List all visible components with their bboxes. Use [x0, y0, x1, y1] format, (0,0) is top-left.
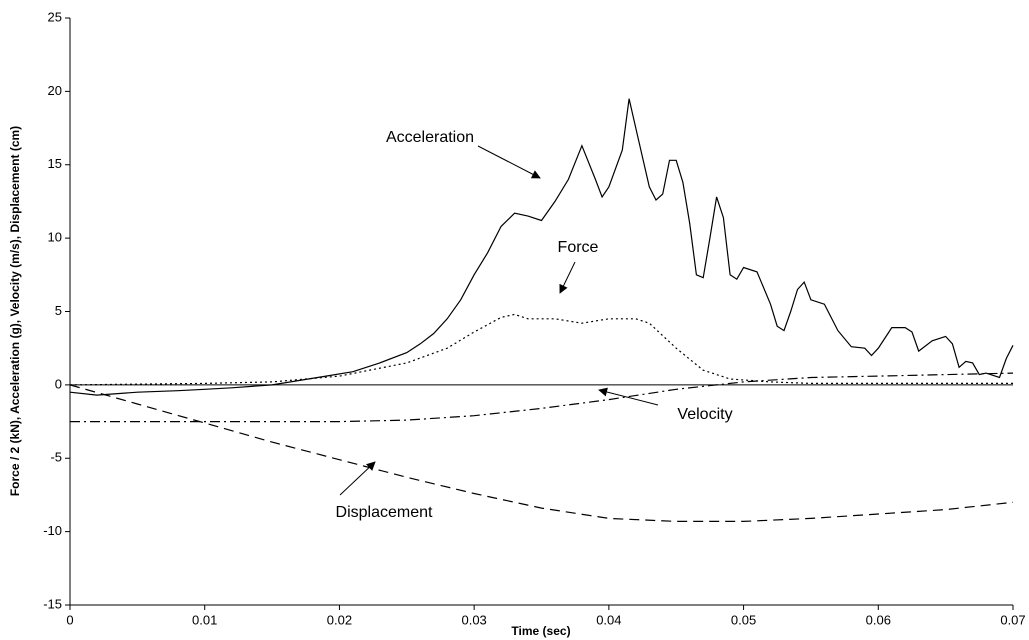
annotation: Force [558, 239, 599, 256]
x-axis-title: Time (sec) [511, 624, 570, 638]
y-axis-title: Force / 2 (kN), Acceleration (g), Veloci… [8, 126, 22, 496]
x-tick-label: 0.03 [461, 612, 486, 627]
annotation-arrow [598, 387, 659, 406]
annotation-arrow [339, 461, 376, 496]
x-tick-label: 0.04 [596, 612, 621, 627]
y-tick-label: 0 [55, 376, 62, 391]
y-tick-label: 20 [48, 83, 62, 98]
y-tick-label: -15 [43, 596, 62, 611]
annotation: Velocity [677, 406, 732, 423]
x-tick-label: 0.05 [731, 612, 756, 627]
annotation: Displacement [336, 504, 433, 521]
series-line [69, 384, 1014, 522]
y-tick-label: -10 [43, 523, 62, 538]
annotation-arrow [559, 261, 576, 294]
series-line [69, 98, 1014, 396]
x-tick-label: 0.01 [192, 612, 217, 627]
y-tick-label: 15 [48, 156, 62, 171]
x-tick-label: 0.02 [327, 612, 352, 627]
series-line [70, 372, 1014, 423]
x-tick-label: 0 [66, 612, 73, 627]
y-tick-label: 5 [55, 303, 62, 318]
x-tick-label: 0.06 [866, 612, 891, 627]
y-tick-label: 10 [48, 230, 62, 245]
annotation-arrow [477, 145, 541, 179]
annotation: Acceleration [386, 129, 474, 146]
x-tick-label: 0.07 [1000, 612, 1025, 627]
series-line [69, 313, 1013, 386]
y-tick-label: 25 [48, 9, 62, 24]
y-tick-label: -5 [50, 450, 62, 465]
